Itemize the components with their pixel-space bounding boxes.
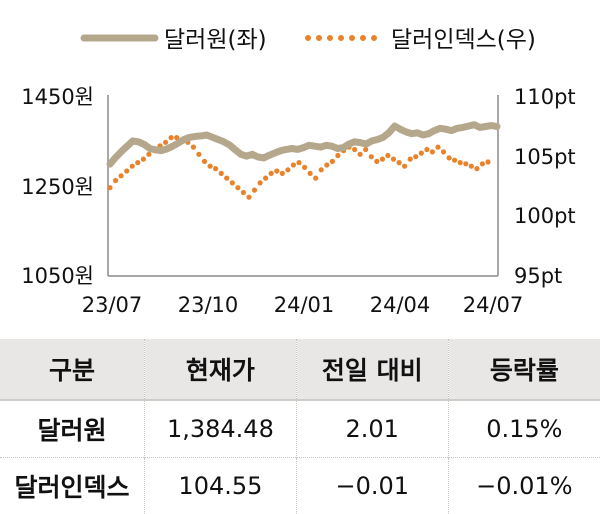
dxy-point [313, 176, 318, 181]
dxy-point [469, 164, 474, 169]
dxy-point [274, 168, 279, 173]
y-right-tick-label: 100pt [514, 204, 576, 228]
dxy-point [424, 147, 429, 152]
dxy-point [435, 145, 440, 150]
dxy-point [246, 195, 251, 200]
dxy-point [352, 147, 357, 152]
dxy-point [219, 171, 224, 176]
y-left-tick-label: 1450원 [21, 85, 94, 109]
dxy-point [163, 140, 168, 145]
dxy-point [291, 162, 296, 167]
y-right-tick-label: 110pt [514, 85, 576, 109]
x-tick-label: 23/07 [82, 293, 143, 317]
quote-table: 구분 현재가 전일 대비 등락률 달러원 1,384.48 2.01 0.15%… [0, 339, 600, 514]
dxy-point [107, 185, 112, 190]
dxy-point [480, 161, 485, 166]
column-header: 현재가 [145, 339, 297, 400]
dxy-point [441, 149, 446, 154]
dxy-point [119, 173, 124, 178]
usdkrw-series-line [110, 125, 497, 164]
dxy-point [430, 149, 435, 154]
dxy-point [130, 164, 135, 169]
dxy-point [458, 160, 463, 165]
dxy-point [380, 157, 385, 162]
y-right-tick-label: 95pt [514, 264, 562, 288]
column-header: 전일 대비 [296, 339, 448, 400]
dxy-point [141, 157, 146, 162]
dxy-point [369, 154, 374, 159]
current-price-cell: 1,384.48 [145, 400, 297, 458]
dxy-point [296, 160, 301, 165]
dxy-point [135, 160, 140, 165]
current-price-cell: 104.55 [145, 458, 297, 514]
dxy-series [107, 135, 490, 200]
dxy-point [391, 157, 396, 162]
dxy-point [235, 185, 240, 190]
legend-label-dxy: 달러인덱스(우) [391, 27, 536, 53]
dxy-point [335, 153, 340, 158]
dxy-point [280, 171, 285, 176]
dxy-point [208, 164, 213, 169]
legend-label-usdkrw: 달러원(좌) [164, 27, 267, 53]
dxy-point [146, 152, 151, 157]
dxy-point [241, 190, 246, 195]
dxy-point [374, 159, 379, 164]
exchange-rate-chart: 달러원(좌) 달러인덱스(우) 1450원 1250원 1050원 110pt … [0, 0, 600, 330]
change-rate-cell: 0.15% [448, 400, 600, 458]
dxy-point [402, 164, 407, 169]
column-header: 등락률 [448, 339, 600, 400]
table-row: 달러원 1,384.48 2.01 0.15% [0, 400, 600, 458]
dxy-point [385, 153, 390, 158]
dxy-point [263, 176, 268, 181]
dxy-point [169, 135, 174, 140]
row-label: 달러원 [0, 400, 145, 458]
dxy-point [308, 171, 313, 176]
dxy-point [224, 176, 229, 181]
dxy-point [408, 157, 413, 162]
x-tick-label: 24/04 [370, 293, 431, 317]
dxy-point [230, 180, 235, 185]
dxy-point [269, 171, 274, 176]
dxy-point [324, 162, 329, 167]
dxy-point [330, 159, 335, 164]
dxy-point [485, 159, 490, 164]
table-row: 달러인덱스 104.55 −0.01 −0.01% [0, 458, 600, 514]
x-tick-label: 23/10 [178, 293, 239, 317]
dxy-point [463, 161, 468, 166]
x-tick-label: 24/01 [274, 293, 335, 317]
y-left-tick-label: 1250원 [21, 175, 94, 199]
dxy-point [358, 152, 363, 157]
dxy-point [302, 165, 307, 170]
dxy-point [285, 167, 290, 172]
dxy-point [213, 166, 218, 171]
change-cell: 2.01 [296, 400, 448, 458]
row-label: 달러인덱스 [0, 458, 145, 514]
dxy-point [124, 168, 129, 173]
dxy-point [447, 155, 452, 160]
dxy-point [319, 167, 324, 172]
dxy-point [363, 147, 368, 152]
table-header-row: 구분 현재가 전일 대비 등락률 [0, 339, 600, 400]
dxy-point [258, 180, 263, 185]
column-header: 구분 [0, 339, 145, 400]
y-right-tick-label: 105pt [514, 145, 576, 169]
dxy-point [252, 188, 257, 193]
dxy-point [202, 159, 207, 164]
legend: 달러원(좌) 달러인덱스(우) [84, 27, 536, 53]
y-left-tick-label: 1050원 [21, 264, 94, 288]
dxy-point [196, 152, 201, 157]
dxy-point [452, 158, 457, 163]
dxy-point [474, 166, 479, 171]
x-tick-label: 24/07 [463, 293, 524, 317]
dxy-point [413, 154, 418, 159]
change-cell: −0.01 [296, 458, 448, 514]
dxy-point [397, 160, 402, 165]
dxy-point [113, 178, 118, 183]
dxy-point [419, 151, 424, 156]
dxy-point [191, 145, 196, 150]
change-rate-cell: −0.01% [448, 458, 600, 514]
